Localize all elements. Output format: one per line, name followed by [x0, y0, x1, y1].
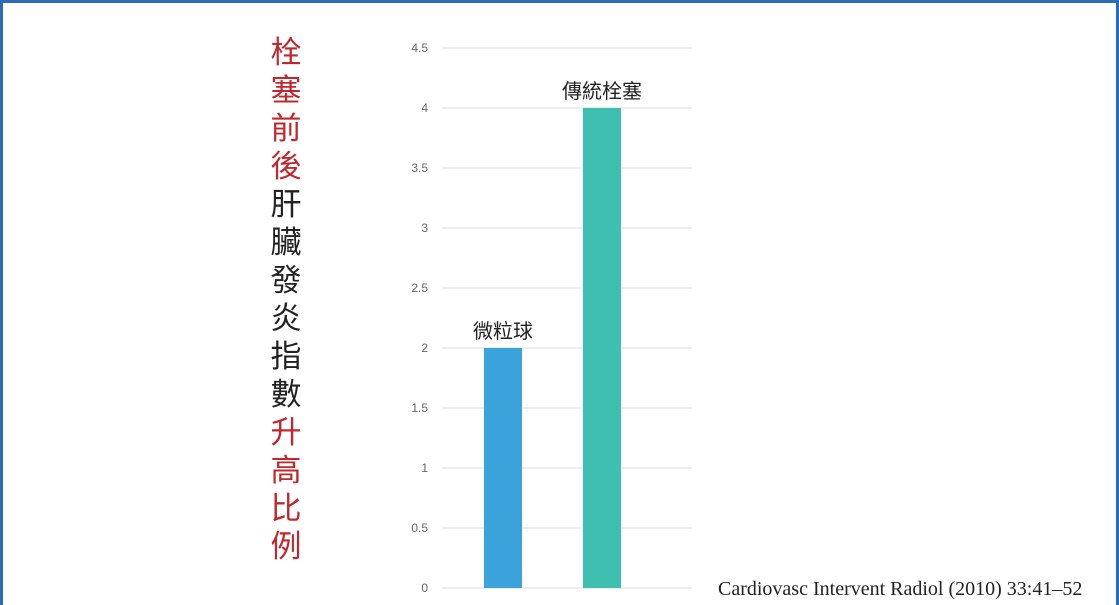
y-tick-label: 0.5	[411, 521, 428, 535]
bars	[484, 108, 621, 588]
bar-chart: 0 0.5 1 1.5 2 2.5 3 3.5 4 4.5 微粒球 傳統栓塞	[411, 41, 692, 595]
bar-label: 傳統栓塞	[562, 79, 642, 103]
bar	[484, 348, 522, 588]
title-char: 肝	[270, 187, 302, 223]
title-char: 炎	[270, 301, 302, 337]
title-char: 塞	[270, 73, 302, 109]
title-char: 高	[270, 453, 302, 489]
y-tick-label: 2	[421, 341, 428, 355]
title-char: 前	[270, 111, 302, 147]
title-char: 發	[270, 263, 302, 299]
title-char: 數	[270, 377, 302, 413]
y-tick-label: 4.5	[411, 41, 428, 55]
y-tick-label: 3.5	[411, 161, 428, 175]
y-tick-label: 1	[421, 461, 428, 475]
y-tick-label: 4	[421, 101, 428, 115]
y-tick-label: 0	[421, 581, 428, 595]
gridlines	[442, 47, 692, 589]
y-tick-label: 1.5	[411, 401, 428, 415]
title-char: 栓	[270, 35, 302, 71]
title-char: 例	[270, 529, 302, 565]
title-char: 臟	[270, 225, 302, 261]
vertical-title: 栓塞前後肝臟發炎指數升高比例	[268, 34, 304, 566]
y-tick-label: 2.5	[411, 281, 428, 295]
title-char: 升	[270, 415, 302, 451]
title-char: 後	[270, 149, 302, 185]
citation: Cardiovasc Intervent Radiol (2010) 33:41…	[718, 578, 1083, 600]
bar-label: 微粒球	[473, 319, 533, 343]
title-char: 指	[270, 339, 302, 375]
data-labels: 微粒球 傳統栓塞	[473, 79, 642, 343]
bar	[583, 108, 621, 588]
title-char: 比	[270, 491, 302, 527]
y-tick-label: 3	[421, 221, 428, 235]
y-axis-ticks: 0 0.5 1 1.5 2 2.5 3 3.5 4 4.5	[411, 41, 428, 595]
